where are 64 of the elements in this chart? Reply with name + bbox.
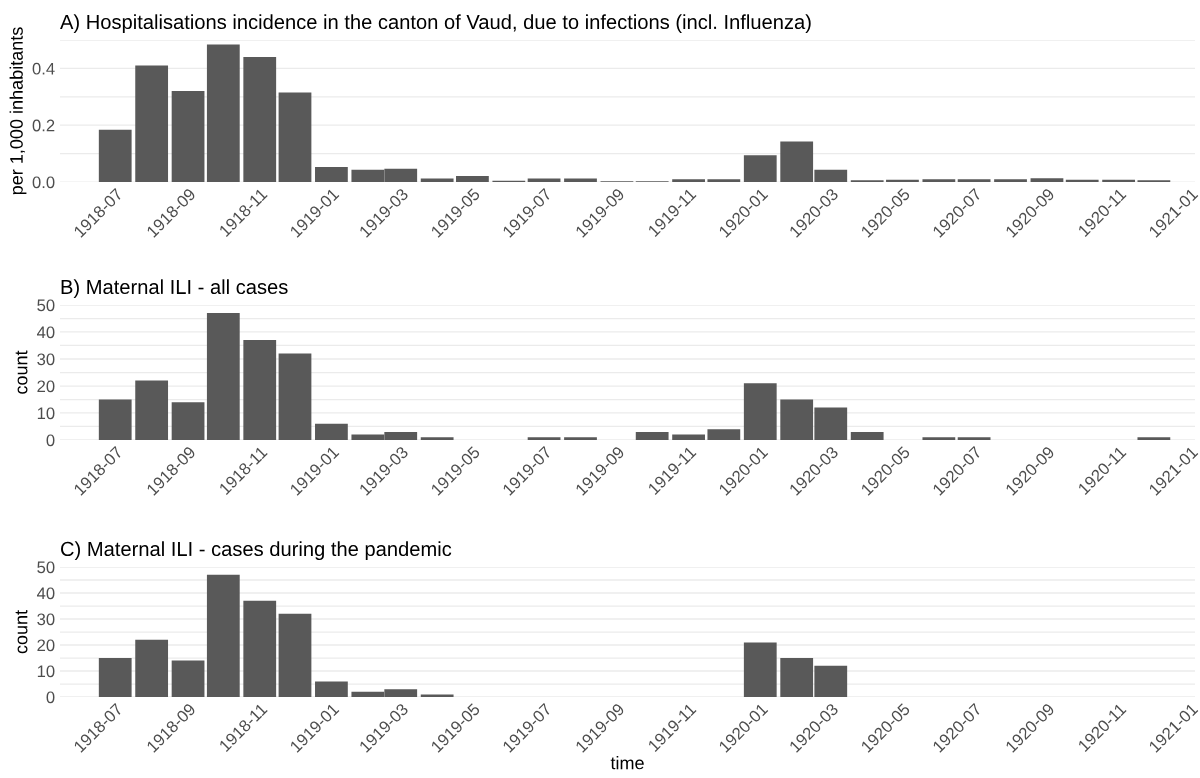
bar (206, 44, 240, 182)
y-tick-label: 0.0 (32, 176, 55, 189)
bar (315, 423, 348, 440)
y-tick-label: 0.2 (32, 119, 55, 132)
bar (243, 57, 277, 182)
bar (1137, 437, 1171, 440)
bar (527, 437, 561, 440)
bar (957, 179, 991, 182)
bar (707, 429, 741, 440)
y-axis-title: count (15, 610, 28, 654)
bar (1030, 178, 1064, 182)
bar (922, 437, 956, 440)
bar (420, 694, 454, 697)
bar (315, 166, 348, 182)
y-tick-label: 20 (37, 380, 55, 393)
chart-title: B) Maternal ILI - all cases (61, 279, 288, 299)
bar (922, 179, 956, 182)
y-tick-label: 0.4 (32, 62, 55, 75)
x-axis-title: time (610, 756, 644, 770)
bar (420, 437, 454, 440)
y-tick-label: 10 (37, 665, 55, 678)
bar (743, 155, 777, 182)
bar (957, 437, 991, 440)
y-tick-label: 0 (46, 691, 55, 704)
bar (135, 380, 169, 440)
bar (315, 681, 348, 697)
y-tick-label: 10 (37, 407, 55, 420)
bar (278, 92, 312, 182)
bar (672, 434, 705, 440)
y-axis-title: count (15, 350, 28, 394)
bar (456, 176, 489, 182)
y-tick-label: 50 (37, 561, 55, 574)
bar (743, 383, 777, 440)
y-tick-label: 50 (37, 299, 55, 312)
bar (98, 399, 132, 440)
bar (243, 340, 277, 440)
y-tick-label: 30 (37, 613, 55, 626)
bar (743, 642, 777, 697)
bar (206, 313, 240, 440)
bar (135, 65, 169, 182)
bar (994, 179, 1027, 182)
bar (850, 431, 884, 440)
bar (135, 639, 169, 697)
bar (243, 600, 277, 697)
chart-title: C) Maternal ILI - cases during the pandemic (61, 541, 452, 561)
bar (707, 179, 741, 182)
bar (98, 129, 132, 182)
chart-title: A) Hospitalisations incidence in the canton of Vaud, due to infections (incl. Influenza) (60, 14, 811, 34)
bar (171, 402, 205, 440)
bar (564, 437, 597, 440)
y-axis-title: per 1,000 inhabitants (9, 27, 27, 195)
bar (278, 353, 312, 440)
bar (206, 574, 240, 697)
bar (672, 179, 705, 182)
bar (171, 660, 205, 697)
y-tick-label: 0 (46, 434, 55, 447)
bar (171, 91, 205, 182)
y-tick-label: 20 (37, 639, 55, 652)
y-tick-label: 30 (37, 353, 55, 366)
bar (635, 431, 669, 440)
y-tick-label: 40 (36, 326, 55, 339)
y-tick-label: 40 (36, 587, 55, 600)
bar (278, 613, 312, 697)
bar (98, 658, 132, 697)
